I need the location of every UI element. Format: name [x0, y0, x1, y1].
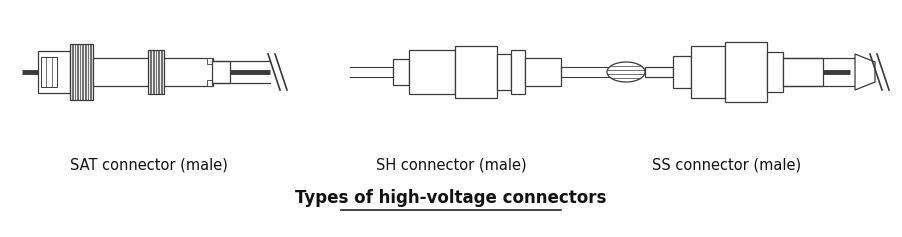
Bar	[673, 56, 691, 88]
Text: Types of high-voltage connectors: Types of high-voltage connectors	[295, 189, 607, 207]
Bar	[41, 57, 57, 87]
Bar	[511, 50, 525, 94]
Bar	[767, 52, 783, 92]
Bar	[207, 80, 212, 86]
Bar	[38, 51, 70, 93]
Bar	[409, 50, 455, 94]
Bar	[525, 58, 561, 86]
Bar	[783, 58, 823, 86]
Bar	[691, 46, 725, 98]
Ellipse shape	[607, 62, 645, 82]
Bar	[207, 58, 212, 64]
Bar	[455, 46, 497, 98]
Bar	[497, 54, 511, 90]
Bar	[725, 42, 767, 102]
Bar	[70, 44, 93, 100]
Bar	[93, 58, 213, 86]
Text: SH connector (male): SH connector (male)	[376, 158, 526, 173]
Text: SAT connector (male): SAT connector (male)	[69, 158, 228, 173]
Bar	[212, 61, 230, 83]
Bar	[148, 50, 164, 94]
Bar	[393, 59, 409, 85]
Text: SS connector (male): SS connector (male)	[651, 158, 801, 173]
Polygon shape	[855, 54, 875, 90]
Bar	[645, 67, 673, 77]
